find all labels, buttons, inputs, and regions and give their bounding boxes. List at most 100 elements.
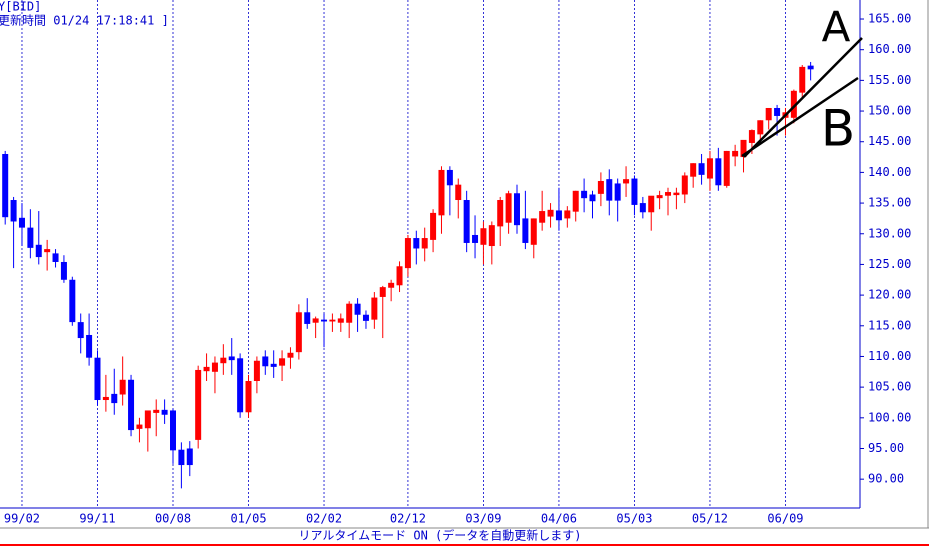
candle-body — [203, 366, 210, 372]
candle-body — [597, 180, 604, 194]
candle-body — [379, 287, 386, 297]
status-text: リアルタイムモード ON (データを自動更新します) — [299, 528, 582, 543]
x-tick-label: 05/12 — [692, 512, 728, 526]
candle-body — [623, 179, 630, 184]
x-tick-label: 99/02 — [4, 512, 40, 526]
candle-body — [513, 193, 520, 226]
y-tick-label: 130.00 — [868, 226, 911, 240]
y-tick-label: 145.00 — [868, 134, 911, 148]
annotation: B — [821, 100, 855, 158]
y-tick-label: 165.00 — [868, 12, 911, 26]
x-tick-label: 99/11 — [79, 512, 115, 526]
y-tick-label: 90.00 — [868, 472, 904, 486]
candle-body — [2, 153, 9, 218]
candle-body — [94, 357, 101, 401]
candle-body — [27, 227, 34, 248]
candle-body — [505, 193, 512, 223]
candle-body — [35, 244, 42, 258]
candle-body — [262, 356, 269, 367]
y-tick-label: 135.00 — [868, 196, 911, 210]
candle-body — [631, 178, 638, 205]
candle-body — [497, 200, 504, 227]
candle-body — [530, 218, 537, 245]
candle-body — [60, 261, 67, 280]
y-tick-label: 155.00 — [868, 73, 911, 87]
candle-body — [799, 66, 806, 93]
candle-body — [102, 396, 109, 401]
candle-body — [119, 379, 126, 395]
x-tick-label: 06/09 — [767, 512, 803, 526]
candle-body — [346, 303, 353, 323]
title: Y[BID] — [0, 0, 41, 14]
candle-body — [270, 363, 277, 367]
candle-body — [178, 449, 185, 466]
candle-body — [321, 319, 328, 322]
y-tick-label: 115.00 — [868, 318, 911, 332]
trend-lines — [741, 37, 863, 158]
candle-body — [304, 312, 311, 324]
candle-body — [404, 238, 411, 269]
candle-body — [581, 190, 588, 199]
candle-body — [648, 195, 655, 213]
candle-body — [774, 107, 781, 116]
candle-body — [153, 409, 160, 413]
x-tick-label: 05/03 — [616, 512, 652, 526]
candle-body — [656, 195, 663, 199]
candle-body — [52, 253, 59, 262]
candle-body — [681, 175, 688, 195]
candle-body — [136, 424, 143, 429]
candle-body — [690, 163, 697, 177]
candle-body — [421, 238, 428, 249]
candle-body — [362, 314, 369, 321]
candle-body — [388, 282, 395, 288]
candle-body — [69, 279, 76, 323]
candle-body — [195, 369, 202, 440]
candle-body — [371, 297, 378, 320]
candle-body — [715, 158, 722, 186]
candle-body — [329, 319, 336, 322]
candle-body — [44, 249, 51, 253]
candle-body — [698, 163, 705, 175]
annotation: A — [822, 3, 851, 52]
candle-body — [144, 410, 151, 429]
candle-body — [253, 360, 260, 381]
candle-body — [480, 228, 487, 245]
candle-body — [732, 150, 739, 157]
candle-body — [757, 120, 764, 135]
candle-body — [186, 448, 193, 466]
candle-body — [614, 183, 621, 201]
candle-body — [555, 210, 562, 221]
y-tick-label: 100.00 — [868, 410, 911, 424]
candle-body — [790, 90, 797, 118]
candle-body — [77, 322, 84, 339]
candle-body — [161, 409, 168, 415]
candle-body — [748, 130, 755, 143]
x-tick-label: 02/02 — [306, 512, 342, 526]
candle-body — [740, 139, 747, 158]
candle-body — [279, 358, 286, 366]
candle-body — [228, 356, 235, 361]
plot: 90.00 95.00 100.00 105.00 110.00 115.00 120.00… — [2, 0, 911, 526]
candle-body — [237, 358, 244, 413]
candle-body — [606, 179, 613, 201]
candle-body — [572, 190, 579, 212]
candle-body — [220, 357, 227, 364]
candle-body — [86, 334, 93, 358]
candle-body — [211, 362, 218, 372]
candle-body — [706, 158, 713, 179]
candle-body — [430, 212, 437, 240]
candle-body — [10, 200, 17, 222]
y-tick-label: 110.00 — [868, 349, 911, 363]
candle-body — [354, 303, 361, 315]
candle-body — [111, 393, 118, 404]
candle-body — [438, 169, 445, 216]
subtitle: 更新時間 01/24 17:18:41 ] — [0, 13, 169, 28]
candle-body — [539, 211, 546, 223]
candle-body — [547, 209, 554, 217]
x-tick-label: 01/05 — [230, 512, 266, 526]
candle-body — [170, 410, 176, 451]
candle-body — [673, 192, 680, 196]
x-tick-label: 03/09 — [465, 512, 501, 526]
